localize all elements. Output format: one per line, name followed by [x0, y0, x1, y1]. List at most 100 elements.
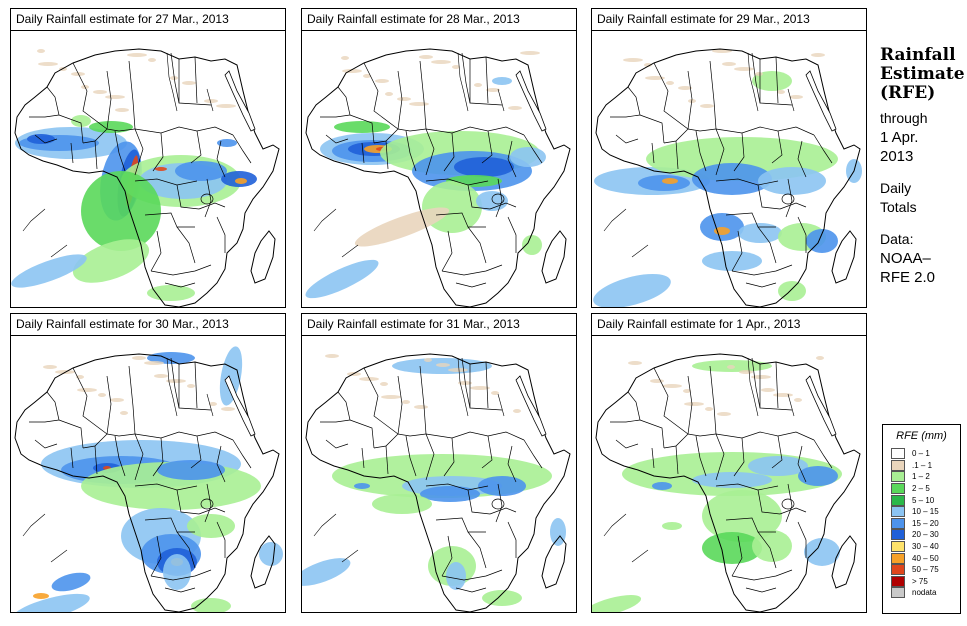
country-border: [615, 439, 639, 449]
country-border: [164, 282, 196, 288]
legend-item: 40 – 50: [883, 552, 960, 564]
rainfall-patch: [758, 167, 826, 195]
lake-outline: [603, 513, 627, 537]
country-border: [523, 439, 543, 469]
country-border: [610, 419, 641, 423]
dust-speckle: [684, 402, 704, 406]
country-border: [216, 521, 226, 558]
legend-label: 40 – 50: [912, 553, 939, 563]
country-border: [745, 282, 777, 288]
dust-speckle: [700, 104, 714, 108]
lake-outline: [603, 208, 627, 232]
dust-speckle: [773, 393, 793, 397]
country-border: [46, 391, 60, 421]
country-border: [128, 365, 136, 435]
country-border: [176, 226, 196, 264]
dust-speckle: [751, 375, 771, 379]
country-border: [709, 365, 717, 435]
country-border: [455, 282, 487, 288]
dust-speckle: [448, 368, 468, 372]
rainfall-patch: [652, 482, 672, 490]
dust-speckle: [755, 72, 763, 76]
rainfall-patch: [638, 175, 690, 191]
country-border: [34, 439, 58, 449]
map-panel-31-mar: Daily Rainfall estimate for 31 Mar., 201…: [301, 313, 577, 613]
country-border: [467, 489, 491, 515]
country-border: [34, 134, 58, 144]
legend-item: 1 – 2: [883, 471, 960, 483]
country-border: [467, 184, 491, 210]
rainfall-patch: [522, 235, 542, 255]
red-sea: [805, 70, 837, 132]
rainfall-patch: [33, 593, 49, 599]
rainfall-patch: [748, 456, 808, 476]
dust-speckle: [37, 49, 45, 53]
country-border: [114, 130, 126, 172]
lake-outline: [747, 357, 759, 417]
country-border: [443, 132, 455, 172]
legend-swatch: [891, 552, 905, 564]
rainfall-patch: [593, 273, 671, 307]
madagascar-coastline: [541, 230, 567, 284]
rainfall-layer: [305, 51, 546, 299]
dust-speckle: [727, 365, 735, 369]
dust-speckle: [154, 374, 168, 378]
country-border: [507, 521, 517, 558]
dust-speckle: [148, 58, 156, 62]
rainfall-patch: [798, 466, 838, 486]
lake-victoria: [200, 498, 214, 510]
country-border: [349, 419, 375, 449]
madagascar-coastline: [831, 535, 857, 589]
country-border: [441, 569, 503, 581]
country-border: [150, 569, 212, 581]
country-border: [639, 114, 665, 144]
rainfall-patch: [187, 514, 235, 538]
country-border: [82, 128, 136, 144]
dust-speckle: [520, 51, 540, 55]
country-border: [190, 435, 202, 469]
coastline: [14, 48, 280, 307]
dust-speckle: [761, 388, 775, 392]
rainfall-patch: [420, 486, 480, 502]
rainfall-patch: [592, 595, 642, 612]
dust-speckle: [325, 354, 339, 358]
country-border: [715, 178, 779, 186]
dust-speckle: [115, 108, 129, 112]
country-border: [46, 86, 60, 116]
rainfall-patch: [302, 558, 351, 586]
country-border: [435, 212, 486, 228]
country-border: [425, 128, 435, 176]
country-border: [495, 483, 503, 523]
rainfall-layer: [593, 49, 862, 307]
country-border: [715, 431, 815, 441]
data-source-text: Data:: [880, 231, 914, 247]
rainfall-patch: [446, 562, 466, 590]
lake-outline: [457, 357, 469, 417]
legend-item: 50 – 75: [883, 564, 960, 576]
country-border: [731, 569, 793, 581]
dust-speckle: [513, 409, 521, 413]
country-border: [725, 212, 776, 228]
country-border: [150, 230, 162, 272]
rainfall-patch: [219, 346, 243, 406]
map-panel-29-mar: Daily Rainfall estimate for 29 Mar., 201…: [591, 8, 867, 308]
country-border: [731, 264, 793, 276]
dust-speckle: [204, 99, 218, 103]
legend-item: 30 – 40: [883, 541, 960, 553]
dust-speckle: [363, 74, 371, 78]
rainfall-patch: [702, 490, 782, 542]
rainfall-patch: [492, 77, 512, 85]
country-border: [675, 445, 679, 475]
dust-speckle: [650, 379, 664, 383]
country-border: [627, 86, 641, 116]
dust-speckle: [71, 72, 85, 76]
country-border: [779, 202, 807, 210]
dust-speckle: [486, 88, 500, 92]
country-border: [134, 433, 144, 481]
country-border: [216, 445, 226, 483]
rainfall-map: [11, 48, 280, 307]
rainfall-patch: [662, 522, 682, 530]
dust-speckle: [110, 398, 124, 402]
country-border: [507, 216, 517, 253]
dust-speckle: [221, 407, 235, 411]
